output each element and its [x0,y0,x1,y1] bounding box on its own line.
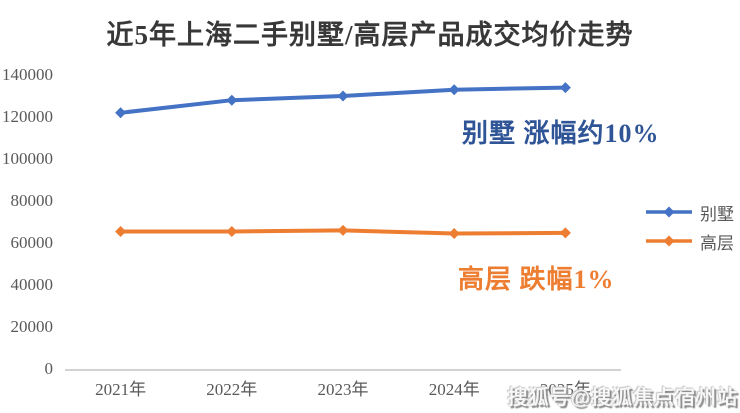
annotation-villa-change: 别墅 涨幅约10% [462,119,660,148]
data-point-villa [448,84,460,96]
x-tick-label: 2023年 [317,380,369,399]
data-point-highrise [559,227,571,239]
data-point-highrise [226,225,238,237]
plot-area [65,75,621,371]
y-axis: 140000 120000 100000 80000 60000 40000 20000 0 [0,0,53,413]
watermark: 搜狐号@搜狐焦点宿州站 [507,387,738,409]
y-tick-label: 20000 [10,317,54,336]
legend-label-highrise: 高层 [700,233,734,253]
data-point-highrise [337,224,349,236]
data-point-villa [226,94,238,106]
legend-item-highrise: 高层 [646,233,734,253]
data-point-villa [559,82,571,94]
y-tick-label: 140000 [2,65,53,84]
chart-title: 近5年上海二手别墅/高层产品成交均价走势 [106,20,634,50]
y-tick-label: 80000 [10,191,54,210]
data-point-highrise [448,228,460,240]
data-point-villa [337,90,349,102]
legend: 别墅 高层 [646,204,734,253]
y-tick-label: 60000 [10,233,54,252]
x-tick-label: 2025年 [539,380,591,399]
data-point-villa [115,107,127,119]
annotation-highrise-change: 高层 跌幅1% [458,265,615,294]
legend-label-villa: 别墅 [700,204,734,224]
legend-marker-highrise [646,235,692,247]
legend-marker-villa [646,206,692,218]
y-tick-label: 120000 [2,107,53,126]
legend-item-villa: 别墅 [646,204,734,224]
y-tick-label: 0 [44,359,54,378]
x-tick-label: 2022年 [206,380,258,399]
y-tick-label: 40000 [10,275,54,294]
line-series-layer [115,82,571,240]
x-tick-label: 2021年 [95,380,147,399]
x-tick-label: 2024年 [428,380,480,399]
y-tick-label: 100000 [2,149,53,168]
data-point-highrise [115,225,127,237]
x-axis: 2021年 2022年 2023年 2024年 2025年 [0,380,740,404]
